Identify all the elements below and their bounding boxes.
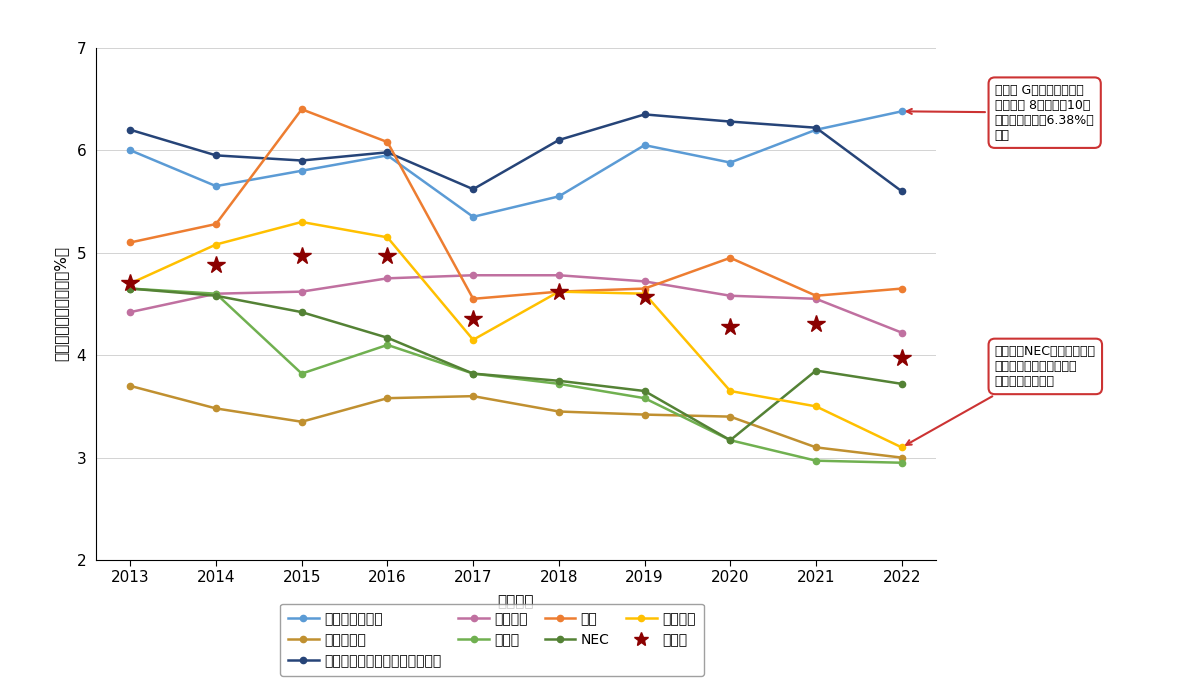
X-axis label: （年度）: （年度） bbox=[498, 594, 534, 609]
Y-axis label: 研究開発費／売上高（%）: 研究開発費／売上高（%） bbox=[53, 247, 68, 361]
Legend: ソニーグループ, 日立製作所, パナソニックホールディングス, 三菱電機, 富士通, 東苝, NEC, シャープ, 中央値: ソニーグループ, 日立製作所, パナソニックホールディングス, 三菱電機, 富士… bbox=[280, 604, 704, 676]
Text: 富士通、NEC、シャープは
投資割合が下がり、近年
は中央値を下回る: 富士通、NEC、シャープは 投資割合が下がり、近年 は中央値を下回る bbox=[906, 345, 1096, 445]
Text: ソニー Gが大手総合電機
メーカー 8社中過去10年
間で最大となる6.38%を
記録: ソニー Gが大手総合電機 メーカー 8社中過去10年 間で最大となる6.38%を… bbox=[907, 84, 1094, 141]
